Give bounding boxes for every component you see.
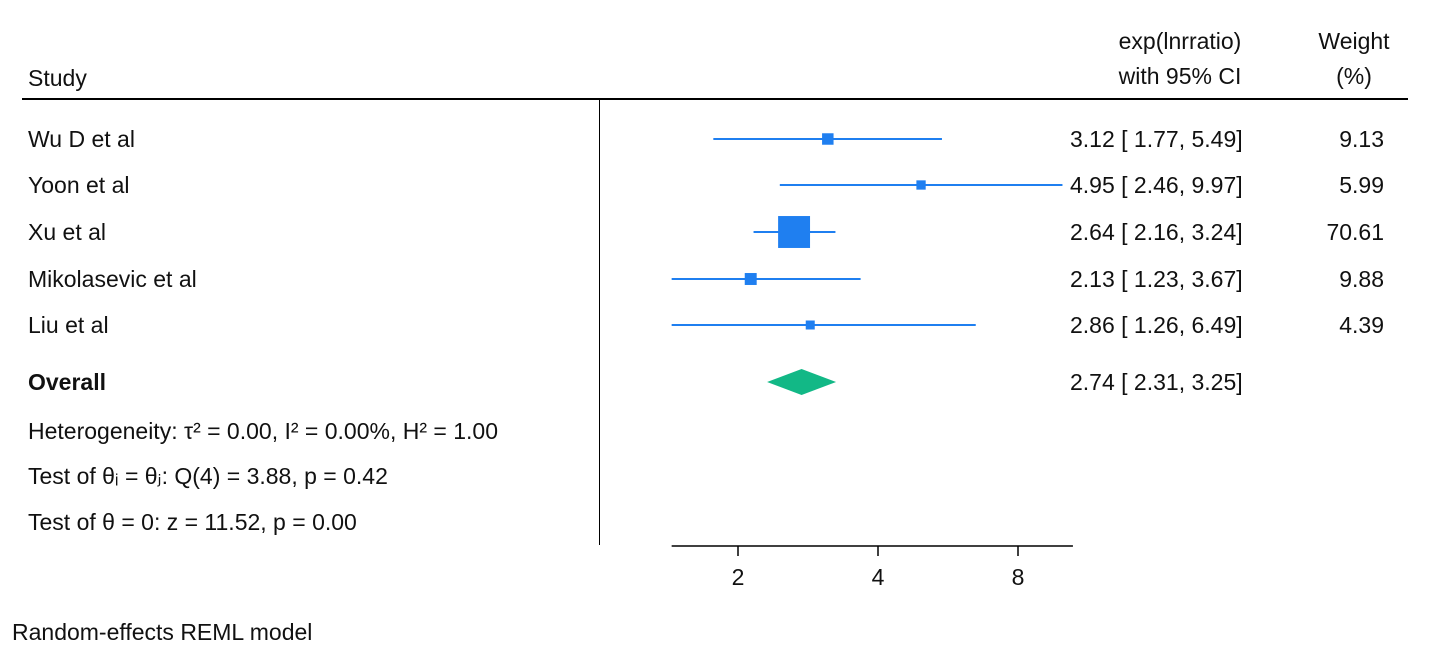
study-weight-text: 70.61 — [1326, 219, 1384, 245]
overall-label: Overall — [28, 369, 106, 395]
study-ci-text: 4.95 [ 2.46, 9.97] — [1070, 172, 1243, 198]
model-footnote: Random-effects REML model — [12, 619, 313, 645]
study-label: Liu et al — [28, 312, 109, 338]
study-point-marker — [822, 133, 834, 145]
overall-diamond — [767, 369, 837, 395]
effect-header-line2: with 95% CI — [1118, 63, 1242, 89]
label-divider-line — [599, 100, 600, 545]
study-point-marker — [744, 273, 757, 285]
heterogeneity-text: Heterogeneity: τ² = 0.00, I² = 0.00%, H²… — [28, 418, 498, 444]
study-label: Yoon et al — [28, 172, 130, 198]
study-point-marker — [778, 216, 811, 248]
test-zero-text: Test of θ = 0: z = 11.52, p = 0.00 — [28, 509, 357, 535]
overall-ci-text: 2.74 [ 2.31, 3.25] — [1070, 369, 1243, 395]
study-point-marker — [805, 320, 815, 330]
study-label: Xu et al — [28, 219, 106, 245]
study-ci-text: 2.86 [ 1.26, 6.49] — [1070, 312, 1243, 338]
study-weight-text: 9.13 — [1339, 126, 1384, 152]
study-label: Wu D et al — [28, 126, 135, 152]
study-ci-text: 2.64 [ 2.16, 3.24] — [1070, 219, 1243, 245]
effect-column-header: exp(lnrratio) with 95% CI — [1100, 24, 1260, 94]
weight-header-line2: (%) — [1336, 63, 1372, 89]
study-label: Mikolasevic et al — [28, 266, 197, 292]
study-weight-text: 5.99 — [1339, 172, 1384, 198]
test-equal-text: Test of θᵢ = θⱼ: Q(4) = 3.88, p = 0.42 — [28, 463, 388, 489]
x-tick-label: 2 — [732, 564, 745, 590]
study-column-header: Study — [28, 65, 87, 91]
effect-header-line1: exp(lnrratio) — [1118, 28, 1242, 54]
x-tick-label: 4 — [872, 564, 885, 590]
study-weight-text: 9.88 — [1339, 266, 1384, 292]
x-tick-label: 8 — [1012, 564, 1025, 590]
study-ci-text: 2.13 [ 1.23, 3.67] — [1070, 266, 1243, 292]
header-rule — [22, 98, 1408, 100]
weight-header-line1: Weight — [1318, 28, 1390, 54]
study-ci-text: 3.12 [ 1.77, 5.49] — [1070, 126, 1243, 152]
weight-column-header: Weight (%) — [1306, 24, 1402, 94]
study-point-marker — [916, 180, 926, 190]
study-weight-text: 4.39 — [1339, 312, 1384, 338]
